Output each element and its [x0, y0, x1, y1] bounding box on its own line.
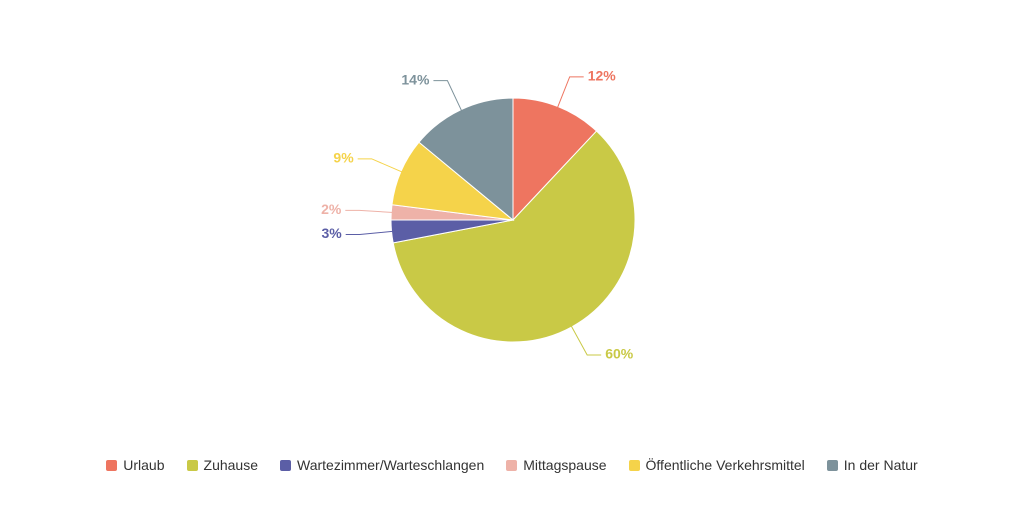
- leader-line: [556, 76, 584, 109]
- legend-item[interactable]: Mittagspause: [506, 457, 607, 473]
- leader-line: [433, 80, 463, 112]
- leader-line: [357, 158, 404, 173]
- data-label: 60%: [605, 346, 634, 362]
- data-label: 14%: [401, 71, 430, 87]
- legend-item[interactable]: In der Natur: [826, 457, 918, 473]
- legend-item[interactable]: Zuhause: [186, 457, 258, 473]
- legend-label: Urlaub: [123, 457, 165, 473]
- legend-swatch: [628, 459, 640, 471]
- legend-label: Wartezimmer/Warteschlangen: [297, 457, 485, 473]
- data-label: 3%: [321, 225, 342, 241]
- data-label: 9%: [333, 150, 354, 166]
- legend: Urlaub Zuhause Wartezimmer/Warteschlangen M…: [0, 457, 1024, 473]
- legend-label: Zuhause: [203, 457, 258, 473]
- leader-line: [345, 230, 394, 235]
- legend-item[interactable]: Wartezimmer/Warteschlangen: [280, 457, 484, 473]
- legend-label: In der Natur: [843, 457, 918, 473]
- data-label: 12%: [588, 68, 617, 84]
- legend-swatch: [186, 459, 198, 471]
- legend-swatch: [280, 459, 291, 471]
- legend-item[interactable]: Urlaub: [106, 457, 165, 473]
- legend-swatch: [506, 459, 518, 471]
- data-label: 2%: [321, 201, 342, 217]
- legend-label: Mittagspause: [523, 457, 607, 473]
- legend-swatch: [106, 459, 118, 471]
- leader-line: [570, 324, 602, 356]
- leader-line: [345, 209, 394, 213]
- legend-item[interactable]: Öffentliche Verkehrsmittel: [628, 457, 805, 473]
- legend-label: Öffentliche Verkehrsmittel: [645, 457, 805, 473]
- legend-swatch: [826, 459, 838, 471]
